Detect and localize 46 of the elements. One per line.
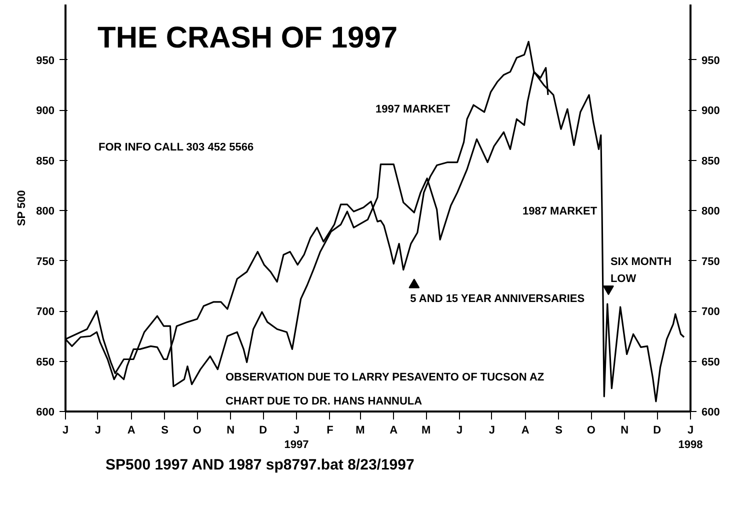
y2-tick-label: 750 bbox=[702, 256, 720, 268]
y-axis-title: SP 500 bbox=[16, 190, 28, 226]
y-tick-label: 600 bbox=[36, 406, 55, 418]
y2-tick-label: 800 bbox=[702, 206, 720, 218]
x-tick-label: N bbox=[620, 424, 629, 436]
x-tick-label: O bbox=[192, 424, 202, 436]
x-tick-label: M bbox=[421, 424, 431, 436]
x-tick-label: J bbox=[456, 424, 463, 436]
annotation: CHART DUE TO DR. HANS HANNULA bbox=[226, 396, 422, 408]
x-tick-label: D bbox=[259, 424, 268, 436]
x-tick-label: A bbox=[521, 424, 530, 436]
y-tick-label: 850 bbox=[36, 155, 55, 168]
x-tick-label: S bbox=[161, 424, 168, 436]
y-tick-label: 950 bbox=[36, 54, 55, 67]
x-tick-label: J bbox=[94, 424, 101, 436]
y2-tick-label: 650 bbox=[702, 356, 720, 368]
y2-tick-label: 600 bbox=[702, 406, 720, 418]
y2-tick-label: 950 bbox=[702, 54, 720, 67]
x-tick-label: J 1998 bbox=[678, 424, 703, 451]
text: THE CRASH OF 1997 bbox=[98, 22, 398, 54]
x-tick-label: O bbox=[586, 424, 596, 436]
series-label: 1997 MARKET bbox=[376, 104, 450, 116]
y-tick-label: 700 bbox=[36, 306, 55, 318]
y-tick-label: 900 bbox=[36, 105, 55, 118]
x-tick-label: S bbox=[555, 424, 562, 436]
y-tick-label: 800 bbox=[36, 206, 55, 218]
x-tick-label: A bbox=[390, 424, 398, 436]
y2-tick-label: 850 bbox=[702, 155, 720, 168]
series-label: 1987 MARKET bbox=[522, 206, 598, 218]
y-tick-label: 650 bbox=[36, 356, 55, 368]
y-tick-label: 750 bbox=[36, 256, 55, 268]
y2-tick-label: 700 bbox=[702, 306, 720, 318]
x-tick-label: A bbox=[127, 424, 136, 436]
annotation: SIX MONTH LOW bbox=[610, 256, 672, 285]
x-tick-label: J 1997 bbox=[284, 424, 309, 451]
x-tick-label: M bbox=[356, 424, 365, 436]
x-tick-label: J bbox=[62, 424, 69, 436]
annotation: 5 AND 15 YEAR ANNIVERSARIES bbox=[410, 292, 585, 305]
x-tick-label: J bbox=[488, 424, 495, 436]
x-tick-label: F bbox=[326, 424, 334, 436]
y2-tick-label: 900 bbox=[702, 105, 720, 118]
annotation: OBSERVATION DUE TO LARRY PESAVENTO OF TUCSON AZ bbox=[226, 372, 544, 384]
x-tick-label: D bbox=[653, 424, 662, 436]
x-tick-label: N bbox=[226, 424, 235, 436]
text: SP500 1997 AND 1987 sp8797.bat 8/23/1997 bbox=[106, 456, 414, 474]
annotation: FOR INFO CALL 303 452 5566 bbox=[98, 142, 254, 154]
